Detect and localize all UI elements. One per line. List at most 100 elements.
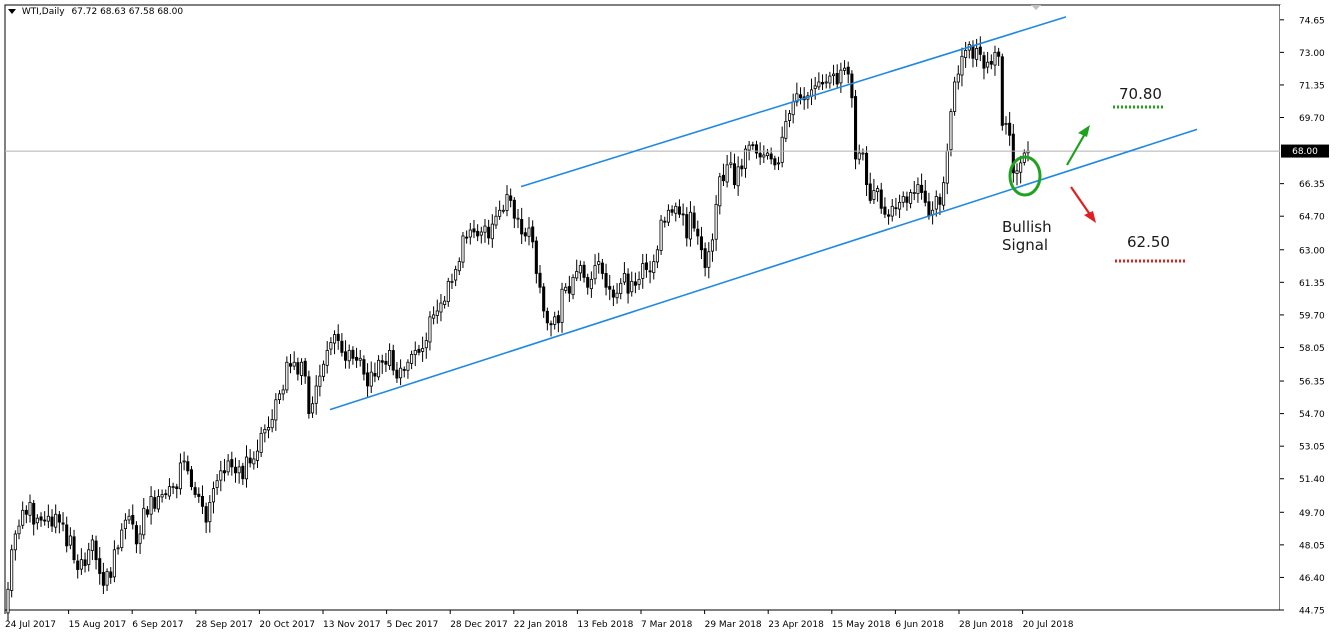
candle-up — [432, 314, 436, 319]
candle-down — [307, 376, 311, 414]
candle-down — [344, 351, 348, 361]
candle-up — [975, 48, 979, 60]
candle-down — [101, 572, 105, 586]
candle-up — [424, 340, 428, 349]
axis-frame — [1280, 5, 1334, 610]
y-tick-label: 54.70 — [1299, 410, 1325, 420]
y-tick-label: 58.05 — [1299, 344, 1325, 354]
x-tick-label: 7 Mar 2018 — [641, 620, 693, 630]
candle-down — [186, 461, 190, 472]
candle-down — [538, 272, 542, 288]
candle-up — [707, 251, 711, 268]
candle-up — [593, 265, 597, 280]
candle-up — [553, 316, 557, 325]
candle-up — [776, 162, 781, 165]
candle-up — [652, 261, 656, 274]
candle-up — [377, 359, 381, 378]
candle-up — [993, 51, 997, 66]
candle-up — [516, 217, 520, 220]
candle-down — [611, 289, 615, 298]
candle-up — [934, 196, 938, 210]
candle-down — [758, 152, 762, 158]
candle-down — [153, 497, 157, 509]
y-tick-label: 63.00 — [1299, 246, 1325, 256]
candle-down — [230, 459, 234, 468]
candle-down — [534, 240, 538, 274]
candle-up — [843, 67, 847, 71]
candle-up — [791, 101, 795, 116]
candle-down — [696, 228, 700, 237]
candle-up — [560, 288, 564, 323]
candle-up — [333, 334, 337, 344]
candle-down — [233, 466, 238, 474]
candle-up — [986, 61, 990, 68]
candle-up — [527, 227, 531, 237]
candle-down — [523, 232, 527, 237]
candle-down — [542, 286, 546, 312]
candle-up — [259, 432, 263, 453]
candle-down — [200, 495, 204, 507]
candle-down — [32, 502, 36, 525]
channel-upper-line[interactable] — [520, 16, 1067, 188]
candle-up — [116, 547, 120, 550]
y-tick-label: 53.05 — [1299, 443, 1325, 453]
candle-down — [164, 493, 168, 496]
candle-up — [347, 350, 351, 362]
candle-up — [890, 205, 894, 217]
candle-up — [589, 278, 593, 290]
candle-down — [465, 236, 469, 239]
y-tick-label: 69.70 — [1299, 114, 1325, 124]
candle-up — [597, 261, 601, 265]
current-price-label: 68.00 — [1292, 147, 1318, 157]
candle-up — [178, 462, 182, 490]
candle-up — [443, 300, 447, 305]
candle-down — [1011, 133, 1015, 174]
candle-up — [167, 486, 171, 497]
candle-down — [336, 333, 340, 341]
candle-down — [846, 66, 850, 75]
candle-up — [949, 111, 953, 151]
upper-target-label: 70.80 — [1119, 85, 1162, 103]
candle-up — [1015, 170, 1019, 174]
candle-down — [288, 363, 293, 367]
dropdown-triangle-icon[interactable] — [8, 9, 16, 14]
candle-up — [263, 428, 267, 434]
candle-up — [318, 375, 322, 387]
candle-down — [351, 349, 355, 359]
scroll-marker-icon[interactable] — [1031, 5, 1041, 10]
candle-down — [204, 506, 208, 523]
candle-down — [61, 522, 65, 525]
x-tick-label: 29 Mar 2018 — [705, 620, 762, 630]
candle-up — [123, 519, 127, 530]
candle-down — [644, 262, 648, 270]
candle-down — [487, 226, 491, 239]
candle-down — [72, 536, 76, 561]
candle-up — [861, 152, 865, 155]
candle-down — [380, 360, 384, 363]
candle-up — [388, 350, 392, 366]
candle-up — [718, 176, 722, 207]
candle-up — [784, 121, 788, 139]
candle-down — [362, 359, 366, 375]
candle-down — [600, 262, 604, 274]
candle-up — [138, 533, 142, 544]
candle-up — [274, 399, 278, 421]
candle-up — [369, 371, 373, 387]
candle-down — [773, 158, 777, 166]
candle-up — [688, 211, 692, 240]
candle-up — [674, 205, 678, 214]
candle-down — [189, 469, 193, 488]
candle-down — [997, 51, 1001, 57]
candle-up — [787, 113, 792, 121]
x-tick-label: 28 Sep 2017 — [196, 620, 253, 630]
candle-up — [901, 196, 905, 203]
channel-lower-line[interactable] — [329, 128, 1198, 411]
x-tick-label: 28 Dec 2017 — [450, 620, 508, 630]
candle-up — [898, 201, 902, 210]
candle-down — [94, 540, 98, 561]
candle-up — [945, 150, 949, 184]
candle-up — [413, 350, 417, 355]
candle-up — [450, 280, 454, 283]
candle-up — [237, 466, 241, 474]
